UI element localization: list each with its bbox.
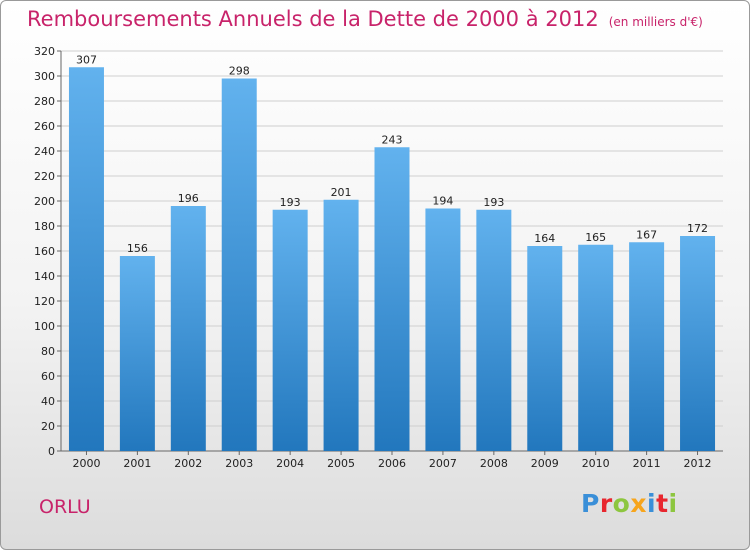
chart-title: Remboursements Annuels de la Dette de 20… [27,7,703,31]
bar-2002 [170,206,206,451]
logo-letter: r [599,489,613,518]
y-tick-label: 320 [34,45,55,58]
y-tick-label: 40 [41,395,55,408]
y-tick-label: 140 [34,270,55,283]
y-tick-label: 120 [34,295,55,308]
x-tick-label-2008: 2008 [480,457,508,470]
x-tick-label-2010: 2010 [582,457,610,470]
bar-2001 [119,256,155,451]
logo-letter: o [612,489,631,518]
value-label-2011: 167 [636,228,657,241]
y-tick-label: 60 [41,370,55,383]
bar-2009 [527,246,563,451]
logo-letter: i [647,489,657,518]
bar-2000 [68,67,104,451]
bar-2003 [221,78,257,451]
y-tick-label: 220 [34,170,55,183]
logo-letter: P [581,489,600,518]
y-tick-label: 100 [34,320,55,333]
y-tick-label: 300 [34,70,55,83]
x-tick-label-2011: 2011 [633,457,661,470]
proxiti-logo[interactable]: Proxiti [581,489,678,518]
value-label-2009: 164 [534,232,555,245]
bar-2008 [476,209,512,451]
bar-2006 [374,147,410,451]
y-tick-label: 240 [34,145,55,158]
value-label-2008: 193 [483,196,504,209]
value-label-2006: 243 [382,133,403,146]
x-tick-label-2001: 2001 [123,457,151,470]
logo-letter: i [668,489,678,518]
x-tick-label-2005: 2005 [327,457,355,470]
bar-2005 [323,199,359,451]
y-tick-label: 260 [34,120,55,133]
logo-letter: x [630,489,647,518]
value-label-2007: 194 [432,195,453,208]
value-label-2012: 172 [687,222,708,235]
commune-name: ORLU [39,496,91,518]
value-label-2000: 307 [76,53,97,66]
value-label-2004: 193 [280,196,301,209]
y-tick-label: 20 [41,420,55,433]
x-tick-label-2007: 2007 [429,457,457,470]
bar-2004 [272,209,308,451]
axes: 0 20 40 60 80 100 120 140 160 180 200 220 240 260 280 3… [34,45,723,470]
y-tick-label: 200 [34,195,55,208]
chart-title-text: Remboursements Annuels de la Dette de 20… [27,7,599,31]
y-tick-label: 180 [34,220,55,233]
y-tick-label: 160 [34,245,55,258]
labels: 307 156 196 298 193 201 243 194 193 164 165 167 172 [76,53,708,255]
x-tick-label-2004: 2004 [276,457,304,470]
x-tick-label-2006: 2006 [378,457,406,470]
y-tick-label: 280 [34,95,55,108]
value-label-2002: 196 [178,192,199,205]
x-tick-label-2003: 2003 [225,457,253,470]
chart-unit-label: (en milliers d'€) [608,15,703,29]
x-tick-label-2012: 2012 [684,457,712,470]
x-tick-label-2002: 2002 [174,457,202,470]
value-label-2001: 156 [127,242,148,255]
y-tick-label: 80 [41,345,55,358]
bar-2007 [425,208,461,451]
bar-2011 [629,242,665,451]
value-label-2005: 201 [331,186,352,199]
bar-2010 [578,244,614,451]
value-label-2010: 165 [585,231,606,244]
bars [68,67,716,451]
bar-2012 [680,236,716,451]
value-label-2003: 298 [229,65,250,78]
x-tick-label-2009: 2009 [531,457,559,470]
y-tick-label: 0 [48,445,55,458]
x-tick-label-2000: 2000 [72,457,100,470]
logo-letter: t [656,489,669,518]
